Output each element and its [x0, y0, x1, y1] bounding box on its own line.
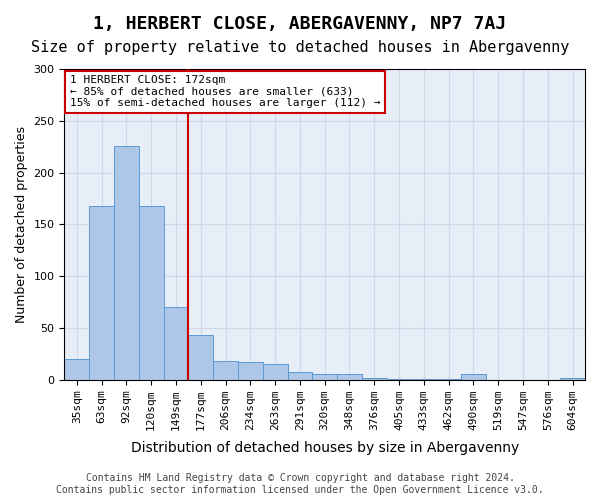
Bar [337, 374, 362, 380]
Bar [263, 364, 287, 380]
Bar [164, 307, 188, 380]
Bar [436, 378, 461, 380]
Bar [461, 374, 486, 380]
Bar [89, 206, 114, 380]
Y-axis label: Number of detached properties: Number of detached properties [15, 126, 28, 323]
Bar [213, 361, 238, 380]
Bar [139, 206, 164, 380]
Bar [114, 146, 139, 380]
Bar [287, 372, 313, 380]
X-axis label: Distribution of detached houses by size in Abergavenny: Distribution of detached houses by size … [131, 441, 519, 455]
Bar [362, 378, 386, 380]
Bar [313, 374, 337, 380]
Bar [386, 378, 412, 380]
Text: 1, HERBERT CLOSE, ABERGAVENNY, NP7 7AJ: 1, HERBERT CLOSE, ABERGAVENNY, NP7 7AJ [94, 15, 506, 33]
Bar [560, 378, 585, 380]
Bar [238, 362, 263, 380]
Bar [188, 335, 213, 380]
Bar [412, 378, 436, 380]
Bar [64, 359, 89, 380]
Text: 1 HERBERT CLOSE: 172sqm
← 85% of detached houses are smaller (633)
15% of semi-d: 1 HERBERT CLOSE: 172sqm ← 85% of detache… [70, 75, 380, 108]
Text: Contains HM Land Registry data © Crown copyright and database right 2024.
Contai: Contains HM Land Registry data © Crown c… [56, 474, 544, 495]
Text: Size of property relative to detached houses in Abergavenny: Size of property relative to detached ho… [31, 40, 569, 55]
